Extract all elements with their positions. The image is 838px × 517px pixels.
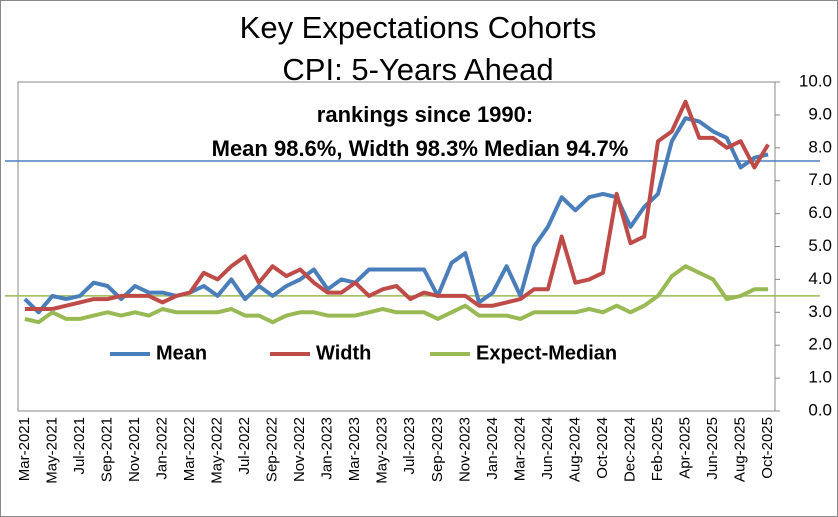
- x-tick-label: Nov-2022: [291, 417, 308, 482]
- chart-title: CPI: 5-Years Ahead: [282, 52, 553, 87]
- x-tick-label: May-2022: [209, 417, 226, 484]
- y-tick-label: 6.0: [808, 203, 832, 222]
- x-tick-label: Jan-2023: [319, 417, 336, 480]
- x-tick-label: Jan-2022: [153, 417, 170, 480]
- x-tick-label: Oct-2025: [759, 417, 776, 479]
- series-line: [24, 264, 769, 325]
- x-tick-label: Dec-2024: [621, 417, 638, 482]
- legend-label: Expect-Median: [476, 342, 617, 364]
- y-tick-label: 1.0: [808, 368, 832, 387]
- x-tick-label: May-2021: [43, 417, 60, 484]
- x-tick-label: Sep-2023: [429, 417, 446, 482]
- y-tick-label: 9.0: [808, 104, 832, 123]
- chart-title: Key Expectations Cohorts: [240, 10, 597, 45]
- x-tick-label: Aug-2024: [566, 417, 583, 482]
- x-tick-label: Sep-2021: [98, 417, 115, 482]
- y-tick-label: 2.0: [808, 335, 832, 354]
- x-tick-label: Nov-2021: [126, 417, 143, 482]
- y-tick-label: 4.0: [808, 269, 832, 288]
- y-tick-label: 5.0: [808, 236, 832, 255]
- x-tick-label: Mar-2021: [16, 417, 33, 481]
- legend-label: Width: [316, 342, 371, 364]
- chart-subtitle: rankings since 1990:: [317, 102, 533, 127]
- x-tick-label: Oct-2024: [594, 417, 611, 479]
- x-tick-label: Jul-2022: [236, 417, 253, 475]
- legend-label: Mean: [156, 342, 207, 364]
- x-tick-label: May-2023: [374, 417, 391, 484]
- y-tick-label: 10.0: [799, 71, 832, 90]
- x-tick-label: Mar-2023: [346, 417, 363, 481]
- x-tick-label: Aug-2025: [732, 417, 749, 482]
- y-tick-label: 8.0: [808, 137, 832, 156]
- x-tick-label: Sep-2022: [264, 417, 281, 482]
- x-tick-label: Apr-2025: [677, 417, 694, 479]
- y-tick-label: 3.0: [808, 302, 832, 321]
- x-tick-label: Jul-2023: [401, 417, 418, 475]
- series-line: [23, 116, 769, 315]
- y-tick-label: 7.0: [808, 170, 832, 189]
- x-tick-label: Mar-2024: [511, 417, 528, 481]
- chart-subtitle: Mean 98.6%, Width 98.3% Median 94.7%: [212, 136, 629, 161]
- x-tick-label: Nov-2023: [456, 417, 473, 482]
- series-line: [24, 99, 770, 311]
- x-tick-label: Mar-2022: [181, 417, 198, 481]
- x-tick-label: Jun-2024: [539, 417, 556, 480]
- x-tick-label: Jan-2024: [484, 417, 501, 480]
- y-tick-label: 0.0: [808, 400, 832, 419]
- x-tick-label: Jul-2021: [71, 417, 88, 475]
- x-tick-label: Feb-2025: [649, 417, 666, 481]
- x-tick-label: Jun-2025: [704, 417, 721, 480]
